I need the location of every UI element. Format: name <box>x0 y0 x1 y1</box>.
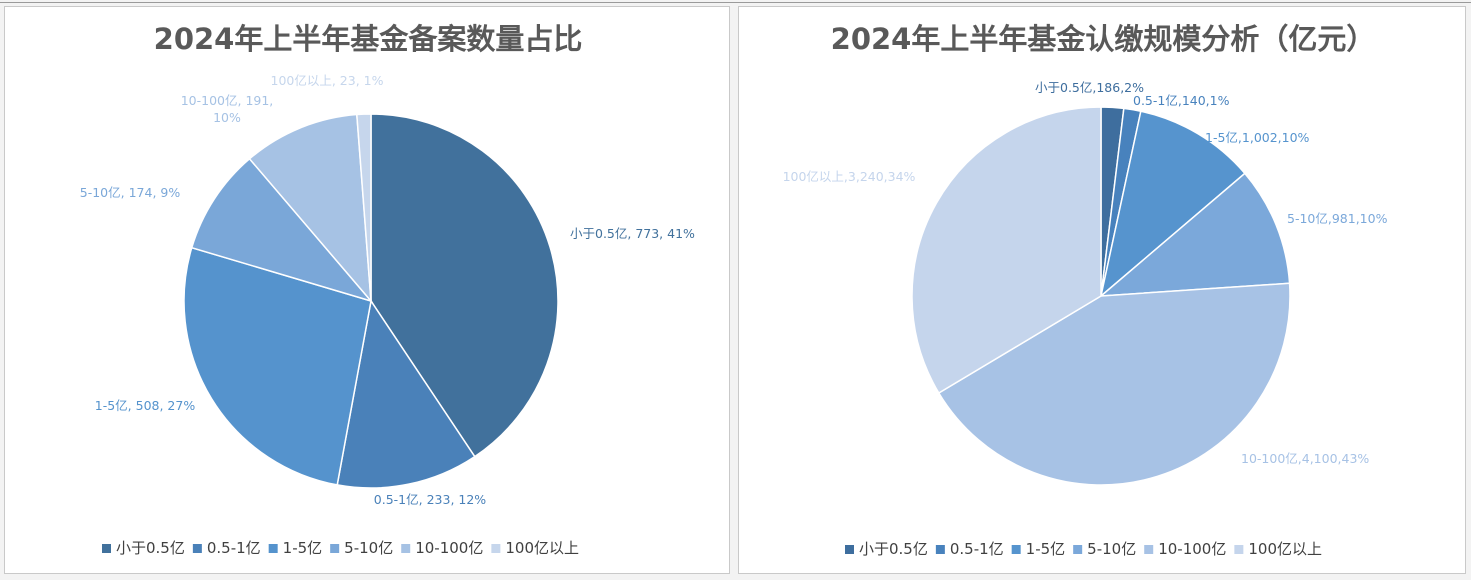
chart-panel-fund-scale: 2024年上半年基金认缴规模分析（亿元） 小于0.5亿,186,2% 0.5-1亿… <box>738 6 1466 574</box>
legend-label: 100亿以上 <box>1248 540 1322 558</box>
legend-item-5-10[interactable]: 5-10亿 <box>1073 540 1136 558</box>
legend-item-5-10[interactable]: 5-10亿 <box>330 539 393 557</box>
data-label-1-5: 1-5亿,1,002,10% <box>1205 130 1310 145</box>
legend-swatch <box>268 544 278 553</box>
legend-swatch <box>401 544 411 553</box>
legend-label: 10-100亿 <box>1158 540 1226 558</box>
pie-slice-0_5-1[interactable] <box>336 299 476 489</box>
legend-item-1-5[interactable]: 1-5亿 <box>1011 540 1066 558</box>
chart-panel-fund-count: 2024年上半年基金备案数量占比 小于0.5亿, 773, 41% 0.5-1亿,… <box>4 6 730 574</box>
pie-slice-10-100[interactable] <box>248 113 372 304</box>
legend-label: 小于0.5亿 <box>116 539 185 557</box>
legend-swatch <box>935 545 945 554</box>
legend-label: 5-10亿 <box>1087 540 1136 558</box>
legend-swatch <box>491 544 501 553</box>
legend-label: 1-5亿 <box>283 539 323 557</box>
legend-label: 5-10亿 <box>344 539 393 557</box>
legend-swatch <box>192 544 202 553</box>
legend-swatch <box>1144 545 1154 554</box>
legend-label: 100亿以上 <box>505 539 579 557</box>
data-label-lt-0_5: 小于0.5亿,186,2% <box>1035 80 1144 95</box>
legend-item-0_5-1[interactable]: 0.5-1亿 <box>935 540 1004 558</box>
pie-slice-1-5[interactable] <box>183 246 372 486</box>
legend-item-lt-0_5[interactable]: 小于0.5亿 <box>845 540 928 558</box>
legend-item-lt-0_5[interactable]: 小于0.5亿 <box>102 539 185 557</box>
data-label-5-10: 5-10亿,981,10% <box>1287 211 1388 226</box>
data-label-10-100: 10-100亿,4,100,43% <box>1241 451 1369 466</box>
chart-title: 2024年上半年基金认缴规模分析（亿元） <box>831 22 1376 56</box>
legend-item-1-5[interactable]: 1-5亿 <box>268 539 323 557</box>
legend-item-10-100[interactable]: 10-100亿 <box>401 539 483 557</box>
legend-item-100-plus[interactable]: 100亿以上 <box>491 539 579 557</box>
legend-label: 1-5亿 <box>1026 540 1066 558</box>
legend-label: 0.5-1亿 <box>207 539 261 557</box>
pie-slice-10-100[interactable] <box>937 282 1291 486</box>
legend-swatch <box>330 544 340 553</box>
legend-swatch <box>845 545 854 554</box>
data-label-10-100: 10-100亿, 191, 10% <box>181 93 274 125</box>
legend-label: 0.5-1亿 <box>950 540 1004 558</box>
data-label-0_5-1: 0.5-1亿, 233, 12% <box>374 492 487 507</box>
legend-swatch <box>102 544 111 553</box>
pie-slice-100-plus[interactable] <box>356 113 372 302</box>
pie-chart-fund-scale: 2024年上半年基金认缴规模分析（亿元） 小于0.5亿,186,2%0.5-1亿… <box>783 22 1388 558</box>
data-label-100-plus: 100亿以上,3,240,34% <box>783 169 916 184</box>
data-label-100-plus: 100亿以上, 23, 1% <box>271 73 384 88</box>
legend-label: 10-100亿 <box>415 539 483 557</box>
top-divider <box>0 2 1471 3</box>
legend-swatch <box>1073 545 1083 554</box>
legend-item-100-plus[interactable]: 100亿以上 <box>1234 540 1322 558</box>
data-label-1-5: 1-5亿, 508, 27% <box>95 398 196 413</box>
legend-swatch <box>1011 545 1021 554</box>
pie-slice-1-5[interactable] <box>1099 110 1246 299</box>
legend-label: 小于0.5亿 <box>859 540 928 558</box>
chart-title: 2024年上半年基金备案数量占比 <box>154 22 583 56</box>
pie-slice-100-plus[interactable] <box>911 106 1102 395</box>
legend-item-10-100[interactable]: 10-100亿 <box>1144 540 1226 558</box>
pie-chart-fund-count: 2024年上半年基金备案数量占比 小于0.5亿, 773, 41% 0.5-1亿,… <box>80 22 695 557</box>
data-label-0_5-1: 0.5-1亿,140,1% <box>1133 93 1230 108</box>
data-label-5-10: 5-10亿, 174, 9% <box>80 185 181 200</box>
legend-swatch <box>1234 545 1244 554</box>
pie-slice-5-10[interactable] <box>190 157 374 303</box>
pie-slice-5-10[interactable] <box>1098 172 1291 297</box>
data-label-lt-0_5: 小于0.5亿, 773, 41% <box>570 226 695 241</box>
legend-item-0_5-1[interactable]: 0.5-1亿 <box>192 539 261 557</box>
